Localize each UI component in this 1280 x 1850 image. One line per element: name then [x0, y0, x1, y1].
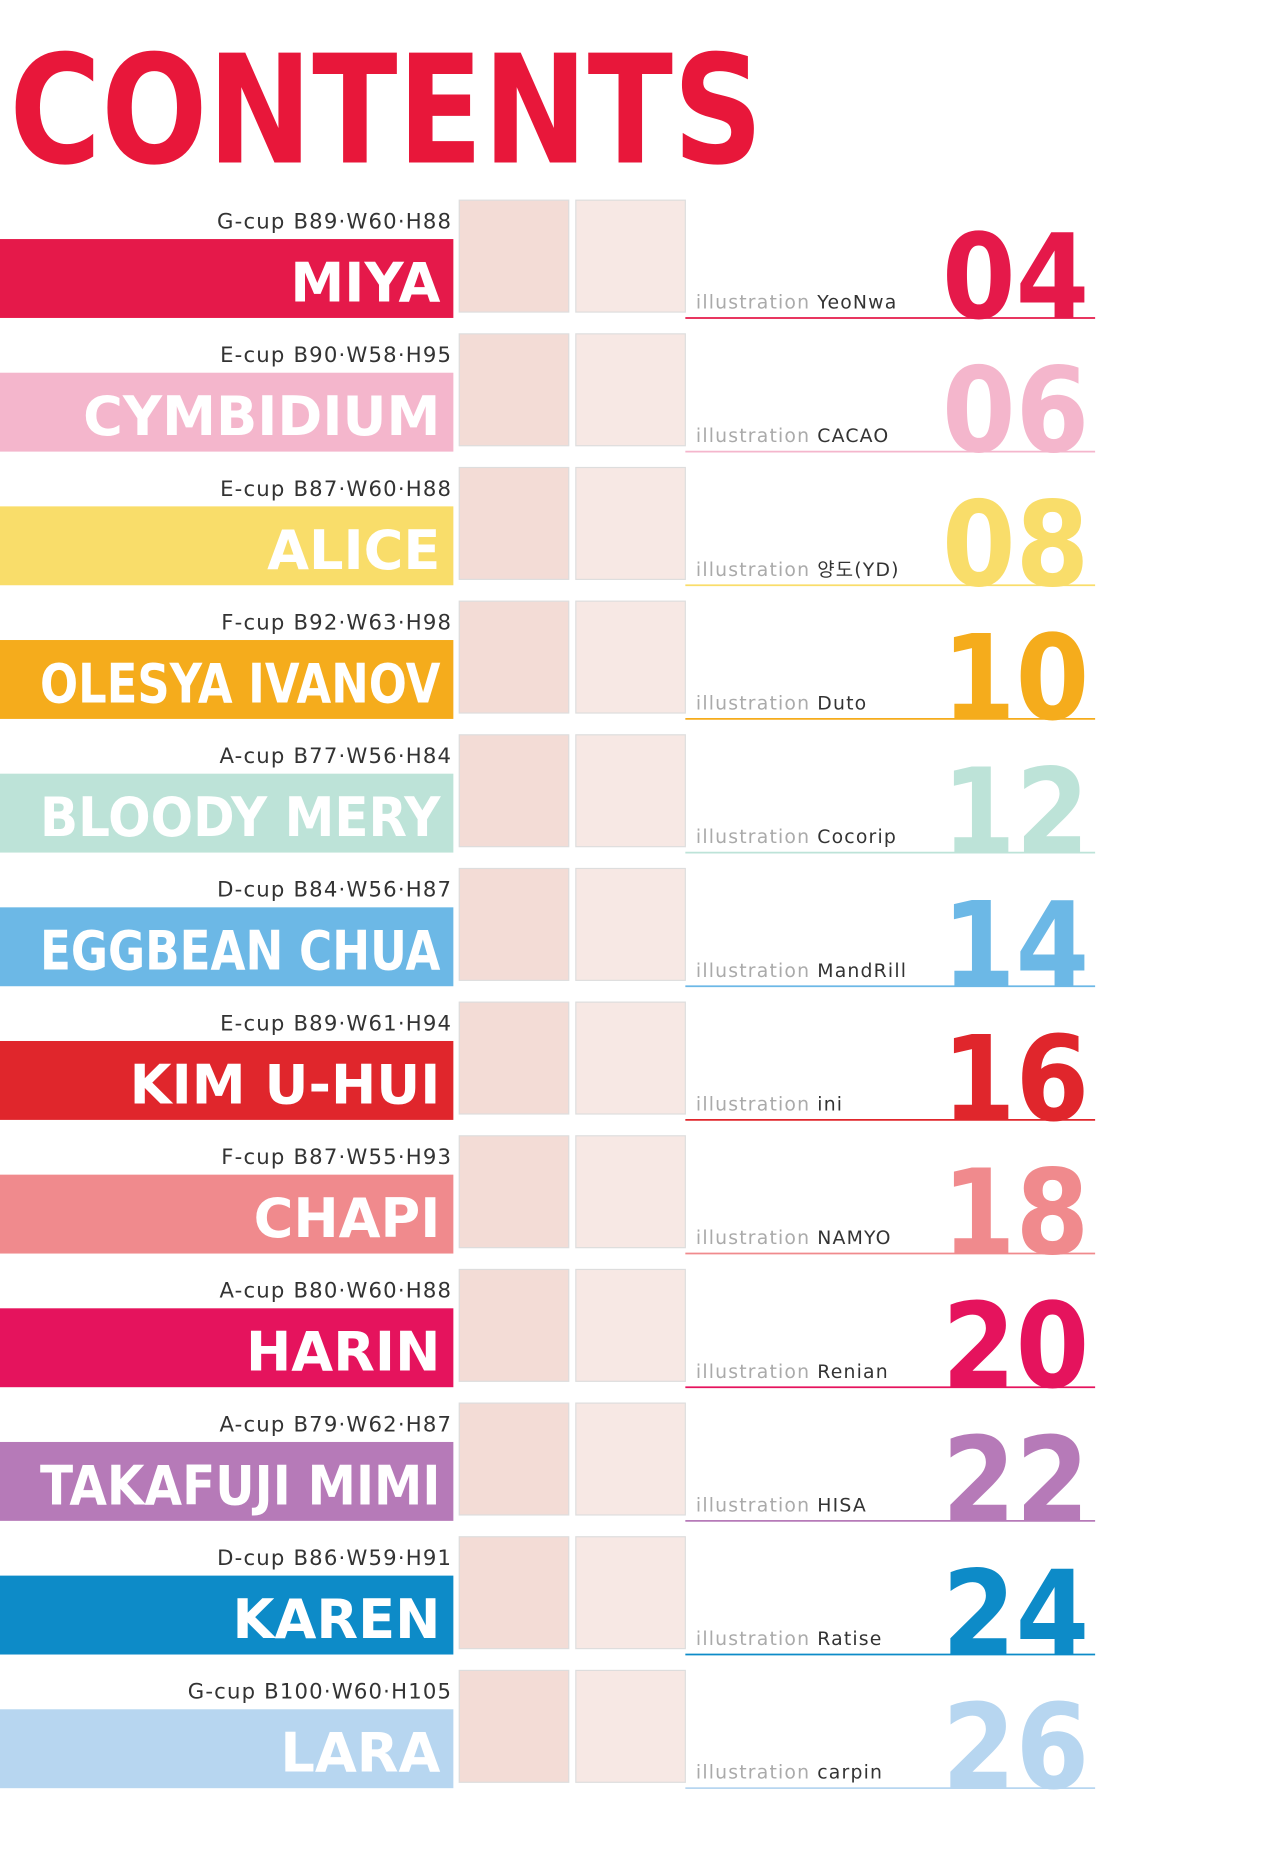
thumbnail: [458, 466, 570, 580]
page-number: 16: [942, 1011, 1089, 1148]
artist-name: YeoNwa: [816, 293, 897, 314]
illustration-label: illustration: [696, 1362, 810, 1383]
thumbnail: [575, 1669, 686, 1783]
illustration-label: illustration: [696, 293, 810, 314]
illustration-label: illustration: [696, 1228, 810, 1249]
artist-name: NAMYO: [817, 1228, 891, 1249]
measurements: G-cup B100·W60·H105: [188, 1679, 452, 1704]
page-number: 20: [942, 1278, 1089, 1415]
name-bar: [0, 372, 454, 452]
artist-name: MandRill: [817, 961, 907, 982]
page-title: CONTENTS: [9, 23, 763, 199]
name-bar: [0, 1709, 454, 1789]
character-name: CHAPI: [254, 1187, 441, 1250]
thumbnail: [458, 1135, 570, 1249]
measurements: D-cup B86·W59·H91: [217, 1545, 452, 1570]
thumbnail: [458, 867, 570, 981]
character-name: ALICE: [267, 519, 440, 582]
character-name: EGGBEAN CHUA: [40, 920, 440, 983]
thumbnail: [458, 1402, 570, 1516]
name-bar: [0, 239, 454, 318]
thumbnail: [575, 600, 686, 714]
name-bar: [0, 1308, 454, 1388]
thumbnail: [575, 466, 686, 580]
page-number: 22: [942, 1412, 1089, 1549]
name-bar: [0, 1040, 454, 1120]
measurements: F-cup B87·W55·H93: [221, 1144, 452, 1169]
character-name: HARIN: [246, 1321, 440, 1384]
thumbnail: [575, 1001, 686, 1115]
thumbnail: [575, 1135, 686, 1249]
illustration-label: illustration: [696, 1495, 810, 1516]
measurements: E-cup B89·W61·H94: [220, 1010, 452, 1035]
character-name: MIYA: [290, 251, 440, 314]
thumbnail: [575, 1402, 686, 1516]
illustration-label: illustration: [696, 961, 810, 982]
name-bar: [0, 640, 454, 719]
thumbnail: [458, 600, 570, 714]
thumbnail: [458, 199, 570, 313]
measurements: E-cup B90·W58·H95: [220, 342, 452, 367]
thumbnail: [575, 867, 686, 981]
page-number: 04: [942, 209, 1089, 346]
page-number: 14: [942, 877, 1089, 1014]
page-number: 12: [942, 744, 1089, 881]
character-name: BLOODY MERY: [40, 786, 441, 849]
page-number: 24: [942, 1546, 1089, 1683]
page-number: 08: [942, 476, 1089, 613]
thumbnail: [575, 333, 686, 447]
thumbnail: [458, 1001, 570, 1115]
artist-name: HISA: [817, 1495, 867, 1516]
illustration-label: illustration: [696, 426, 810, 447]
character-name: KAREN: [233, 1588, 441, 1651]
name-bar: [0, 907, 454, 987]
artist-name: ini: [817, 1094, 843, 1115]
thumbnail: [458, 1536, 570, 1650]
thumbnail: [575, 1268, 686, 1382]
artist-name: Duto: [817, 694, 867, 715]
artist-name: carpin: [817, 1763, 883, 1784]
measurements: D-cup B84·W56·H87: [217, 877, 452, 902]
measurements: A-cup B79·W62·H87: [219, 1411, 452, 1436]
page-number: 18: [942, 1145, 1089, 1282]
character-name: TAKAFUJI MIMI: [40, 1454, 440, 1517]
illustration-label: illustration: [696, 827, 810, 848]
thumbnail: [575, 734, 686, 848]
thumbnail: [458, 1669, 570, 1783]
artist-name: CACAO: [817, 426, 889, 447]
name-bar: [0, 1575, 454, 1655]
character-name: KIM U-HUI: [130, 1053, 441, 1116]
thumbnail: [458, 734, 570, 848]
name-bar: [0, 506, 454, 586]
illustration-label: illustration: [696, 1094, 810, 1115]
name-bar: [0, 773, 454, 853]
artist-name: 양도(YD): [817, 559, 899, 581]
name-bar: [0, 1174, 454, 1254]
illustration-label: illustration: [696, 1763, 810, 1784]
name-bar: [0, 1441, 454, 1521]
artist-name: Renian: [817, 1362, 889, 1383]
illustration-label: illustration: [696, 1629, 810, 1650]
page-number: 10: [942, 610, 1089, 747]
measurements: G-cup B89·W60·H88: [217, 208, 452, 233]
character-name: LARA: [280, 1722, 440, 1785]
thumbnail: [458, 333, 570, 447]
thumbnail: [575, 1536, 686, 1650]
measurements: E-cup B87·W60·H88: [220, 476, 452, 501]
illustration-label: illustration: [696, 694, 810, 715]
thumbnail: [575, 199, 686, 313]
page-number: 26: [942, 1679, 1089, 1816]
measurements: A-cup B77·W56·H84: [219, 743, 452, 768]
artist-name: Cocorip: [817, 827, 897, 848]
character-name: OLESYA IVANOV: [40, 652, 440, 715]
character-name: CYMBIDIUM: [83, 385, 440, 448]
thumbnail: [458, 1268, 570, 1382]
illustration-label: illustration: [696, 560, 810, 581]
artist-name: Ratise: [817, 1629, 882, 1650]
measurements: F-cup B92·W63·H98: [221, 609, 452, 634]
measurements: A-cup B80·W60·H88: [219, 1278, 452, 1303]
page-number: 06: [942, 343, 1089, 480]
